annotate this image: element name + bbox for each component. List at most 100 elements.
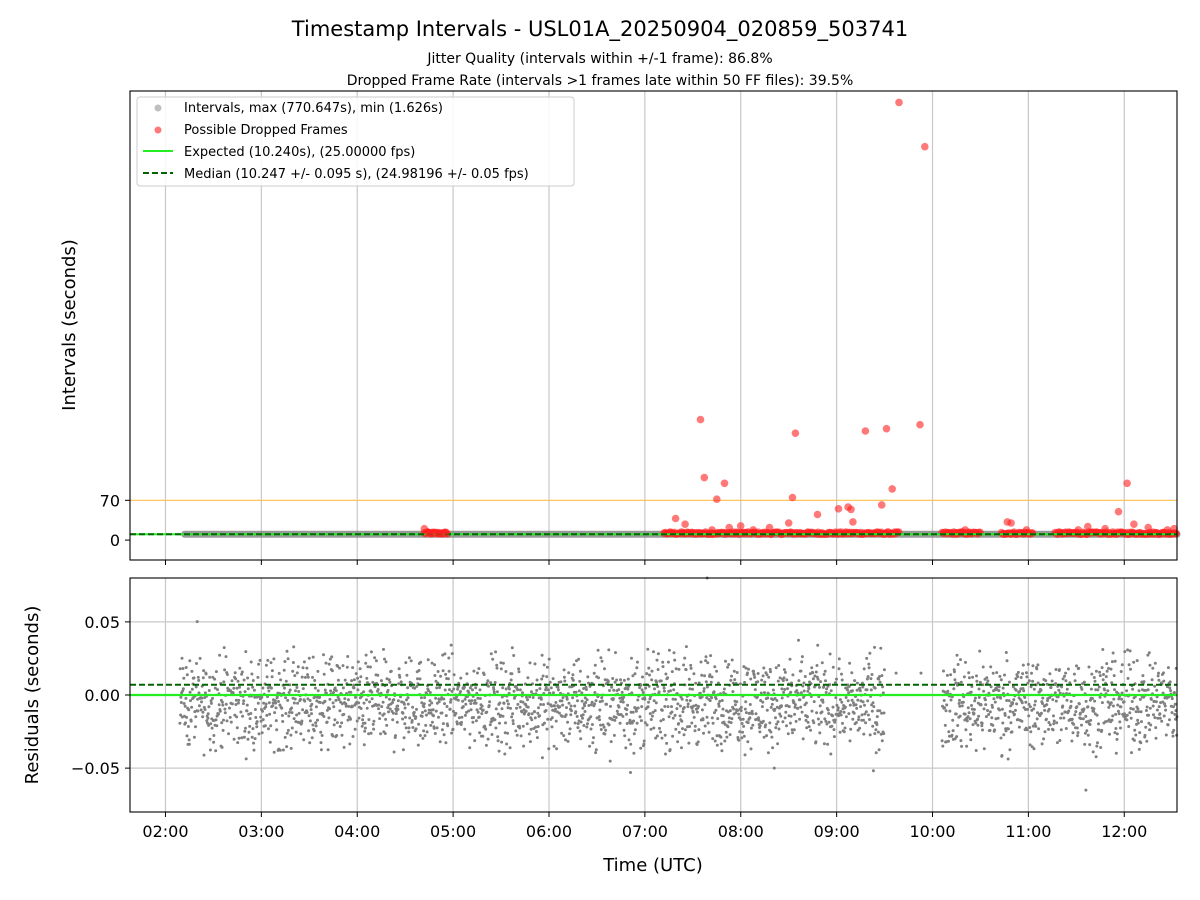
figure-title: Timestamp Intervals - USL01A_20250904_02… [291, 17, 908, 42]
residual-point [423, 709, 427, 713]
residual-point [648, 712, 652, 716]
x-tick-label: 11:00 [1005, 822, 1051, 841]
residual-point [477, 667, 481, 671]
residual-point [1075, 664, 1078, 668]
residual-point [652, 699, 656, 703]
residual-point [1145, 705, 1149, 709]
residual-point [816, 677, 820, 681]
residual-point [954, 712, 958, 716]
residual-point [235, 726, 239, 730]
residual-point [662, 689, 666, 693]
residual-point [185, 715, 189, 719]
residual-point [1035, 667, 1039, 671]
residual-point [586, 722, 589, 726]
residual-point [449, 643, 453, 647]
residual-point [202, 669, 206, 673]
residual-point [1027, 714, 1031, 718]
residual-point [1120, 663, 1124, 667]
residual-point [565, 706, 568, 710]
residual-point [1083, 742, 1087, 746]
residual-point [225, 673, 229, 676]
residual-point [835, 703, 839, 707]
residual-point [1008, 748, 1012, 752]
residual-point [1091, 697, 1094, 700]
residual-point [1165, 685, 1169, 689]
residual-point [316, 669, 320, 673]
residual-point [1081, 717, 1085, 721]
residual-point [1047, 727, 1050, 731]
residual-point [969, 732, 972, 736]
residual-point [496, 712, 500, 716]
residual-point [268, 712, 272, 716]
residual-point [1137, 747, 1141, 751]
residual-point [867, 662, 871, 666]
residual-point [496, 739, 500, 743]
residual-point [236, 679, 240, 683]
residual-point [1138, 697, 1142, 701]
residual-point [1031, 679, 1035, 683]
residual-point [517, 670, 521, 674]
residual-point [500, 707, 504, 711]
residual-point [591, 741, 595, 745]
residual-point [443, 688, 447, 692]
residual-point [735, 671, 739, 674]
residual-point [601, 723, 605, 727]
residuals-ytick-label: 0.05 [84, 613, 120, 632]
residual-point [1043, 730, 1047, 734]
residual-point [433, 674, 437, 677]
residual-point [578, 669, 582, 673]
residual-point [405, 698, 408, 702]
residual-point [352, 678, 356, 682]
residual-point [1112, 674, 1116, 678]
residual-point [377, 703, 381, 707]
residual-point [189, 719, 193, 723]
residual-point [295, 686, 299, 689]
residual-point [590, 723, 594, 726]
residual-point [407, 730, 411, 734]
residual-point [1155, 708, 1159, 712]
residual-point [667, 648, 671, 652]
residual-point [663, 733, 667, 737]
residual-point [535, 736, 539, 740]
residual-point [877, 677, 881, 681]
residual-point [581, 706, 585, 710]
residual-point [307, 714, 311, 718]
residual-point [812, 700, 816, 704]
residual-point [560, 714, 564, 718]
residual-point [776, 679, 780, 683]
residual-point [949, 698, 953, 702]
residual-point [348, 742, 352, 746]
residual-point [1125, 689, 1129, 693]
residual-point [733, 703, 737, 707]
residual-point [650, 678, 654, 682]
residual-point [573, 704, 577, 708]
residual-point [687, 741, 691, 745]
residual-point [708, 673, 712, 677]
residual-point [510, 715, 514, 719]
residual-point [955, 653, 959, 657]
residual-point [584, 701, 588, 704]
residual-point [806, 720, 810, 724]
residual-point [1162, 671, 1165, 675]
residual-point [540, 677, 544, 681]
residual-point [370, 690, 374, 694]
residual-point [1005, 659, 1009, 663]
residual-point [336, 664, 340, 668]
residual-point [378, 717, 382, 721]
residual-point [358, 667, 362, 671]
residual-point [747, 667, 750, 671]
residual-point [394, 712, 398, 716]
residual-point [877, 675, 881, 679]
residual-point [977, 687, 981, 691]
residual-point [1125, 713, 1129, 717]
residual-point [710, 675, 714, 679]
dropped-frame-point [791, 429, 800, 438]
residual-point [206, 716, 210, 720]
residual-point [310, 702, 314, 706]
residual-point [478, 697, 482, 700]
residual-point [488, 723, 492, 727]
residual-point [844, 715, 848, 719]
residual-point [593, 663, 597, 667]
residual-point [828, 652, 832, 656]
x-tick-label: 03:00 [238, 822, 284, 841]
